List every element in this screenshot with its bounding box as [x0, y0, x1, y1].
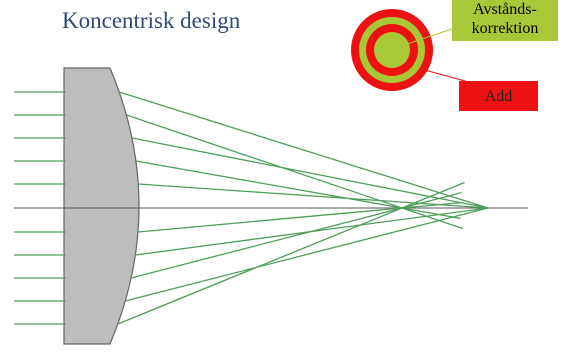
- refracted-ray: [135, 160, 403, 209]
- add-label: Add: [459, 81, 538, 111]
- refracted-ray: [138, 183, 489, 209]
- lens-shape: [63, 67, 140, 345]
- refracted-ray-extension: [401, 207, 461, 219]
- distance-correction-line2: korrektion: [471, 20, 539, 37]
- refracted-ray-extension: [401, 181, 465, 209]
- distance-correction-label: Avstånds- korrektion: [452, 0, 558, 41]
- distance-correction-line1: Avstånds-: [473, 1, 537, 18]
- add-arrow-head: [419, 68, 426, 73]
- refracted-ray: [119, 91, 489, 209]
- refracted-ray: [137, 207, 403, 233]
- concentric-zones-icon: [351, 9, 433, 91]
- refracted-ray-extension: [401, 202, 461, 209]
- refracted-ray: [130, 207, 403, 279]
- light-rays: [14, 91, 489, 325]
- refracted-ray: [126, 114, 403, 209]
- refracted-ray: [125, 207, 489, 302]
- refracted-ray: [131, 137, 489, 209]
- refracted-ray-extension: [401, 207, 463, 230]
- refracted-ray: [117, 207, 403, 325]
- refracted-ray-extension: [401, 191, 462, 209]
- center-green-zone: [374, 32, 410, 68]
- slide-title: Koncentrisk design: [62, 8, 241, 33]
- distance-leader-line: [400, 27, 456, 47]
